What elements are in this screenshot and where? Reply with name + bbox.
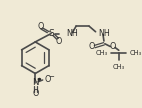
Text: NH: NH [66, 29, 78, 38]
Text: O: O [32, 89, 38, 98]
Text: O: O [109, 42, 115, 51]
Text: CH₃: CH₃ [96, 50, 108, 56]
Text: CH₃: CH₃ [130, 50, 142, 56]
Text: O: O [38, 22, 44, 31]
Text: NH: NH [98, 29, 110, 38]
Text: CH₃: CH₃ [113, 64, 125, 70]
Text: S: S [48, 29, 54, 38]
Text: −: − [48, 74, 54, 80]
Text: O: O [55, 37, 62, 45]
Text: N: N [32, 78, 38, 87]
Text: O: O [44, 75, 51, 84]
Text: O: O [89, 42, 95, 51]
